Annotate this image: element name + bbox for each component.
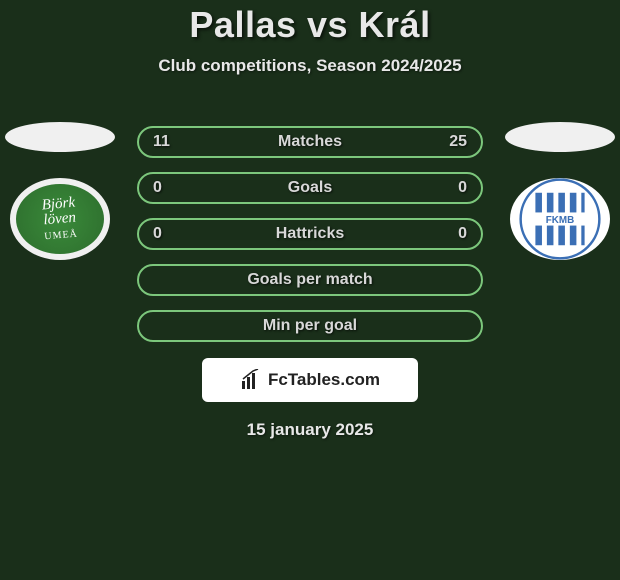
stat-label: Hattricks <box>276 225 344 243</box>
stat-label: Goals per match <box>247 271 372 289</box>
stats-panel: 11 Matches 25 0 Goals 0 0 Hattricks 0 Go… <box>137 126 483 342</box>
stat-row-goals-per-match: Goals per match <box>137 264 483 296</box>
stat-row-hattricks: 0 Hattricks 0 <box>137 218 483 250</box>
subtitle: Club competitions, Season 2024/2025 <box>158 56 461 76</box>
club-logo-right: FKMB <box>510 178 610 260</box>
stat-right-value: 0 <box>458 179 467 197</box>
stat-label: Matches <box>278 133 342 151</box>
stat-left-value: 0 <box>153 179 162 197</box>
brand-text: FcTables.com <box>268 370 380 390</box>
generated-date: 15 january 2025 <box>247 420 374 440</box>
stat-row-matches: 11 Matches 25 <box>137 126 483 158</box>
infographic-root: Pallas vs Král Club competitions, Season… <box>0 0 620 440</box>
stat-left-value: 0 <box>153 225 162 243</box>
stat-label: Min per goal <box>263 317 357 335</box>
club-logo-right-text: FKMB <box>546 215 574 226</box>
player-silhouette-right <box>505 122 615 152</box>
club-logo-left: Björk löven UMEÅ <box>10 178 110 260</box>
stat-right-value: 0 <box>458 225 467 243</box>
right-player-column: FKMB <box>500 122 620 260</box>
brand-watermark: FcTables.com <box>202 358 418 402</box>
stat-right-value: 25 <box>449 133 467 151</box>
page-title: Pallas vs Král <box>189 4 430 46</box>
stat-label: Goals <box>288 179 332 197</box>
stat-row-goals: 0 Goals 0 <box>137 172 483 204</box>
left-player-column: Björk löven UMEÅ <box>0 122 120 260</box>
club-logo-left-text: Björk löven UMEÅ <box>41 195 78 243</box>
chart-icon <box>240 369 262 391</box>
stat-left-value: 11 <box>153 133 170 151</box>
stat-row-min-per-goal: Min per goal <box>137 310 483 342</box>
player-silhouette-left <box>5 122 115 152</box>
